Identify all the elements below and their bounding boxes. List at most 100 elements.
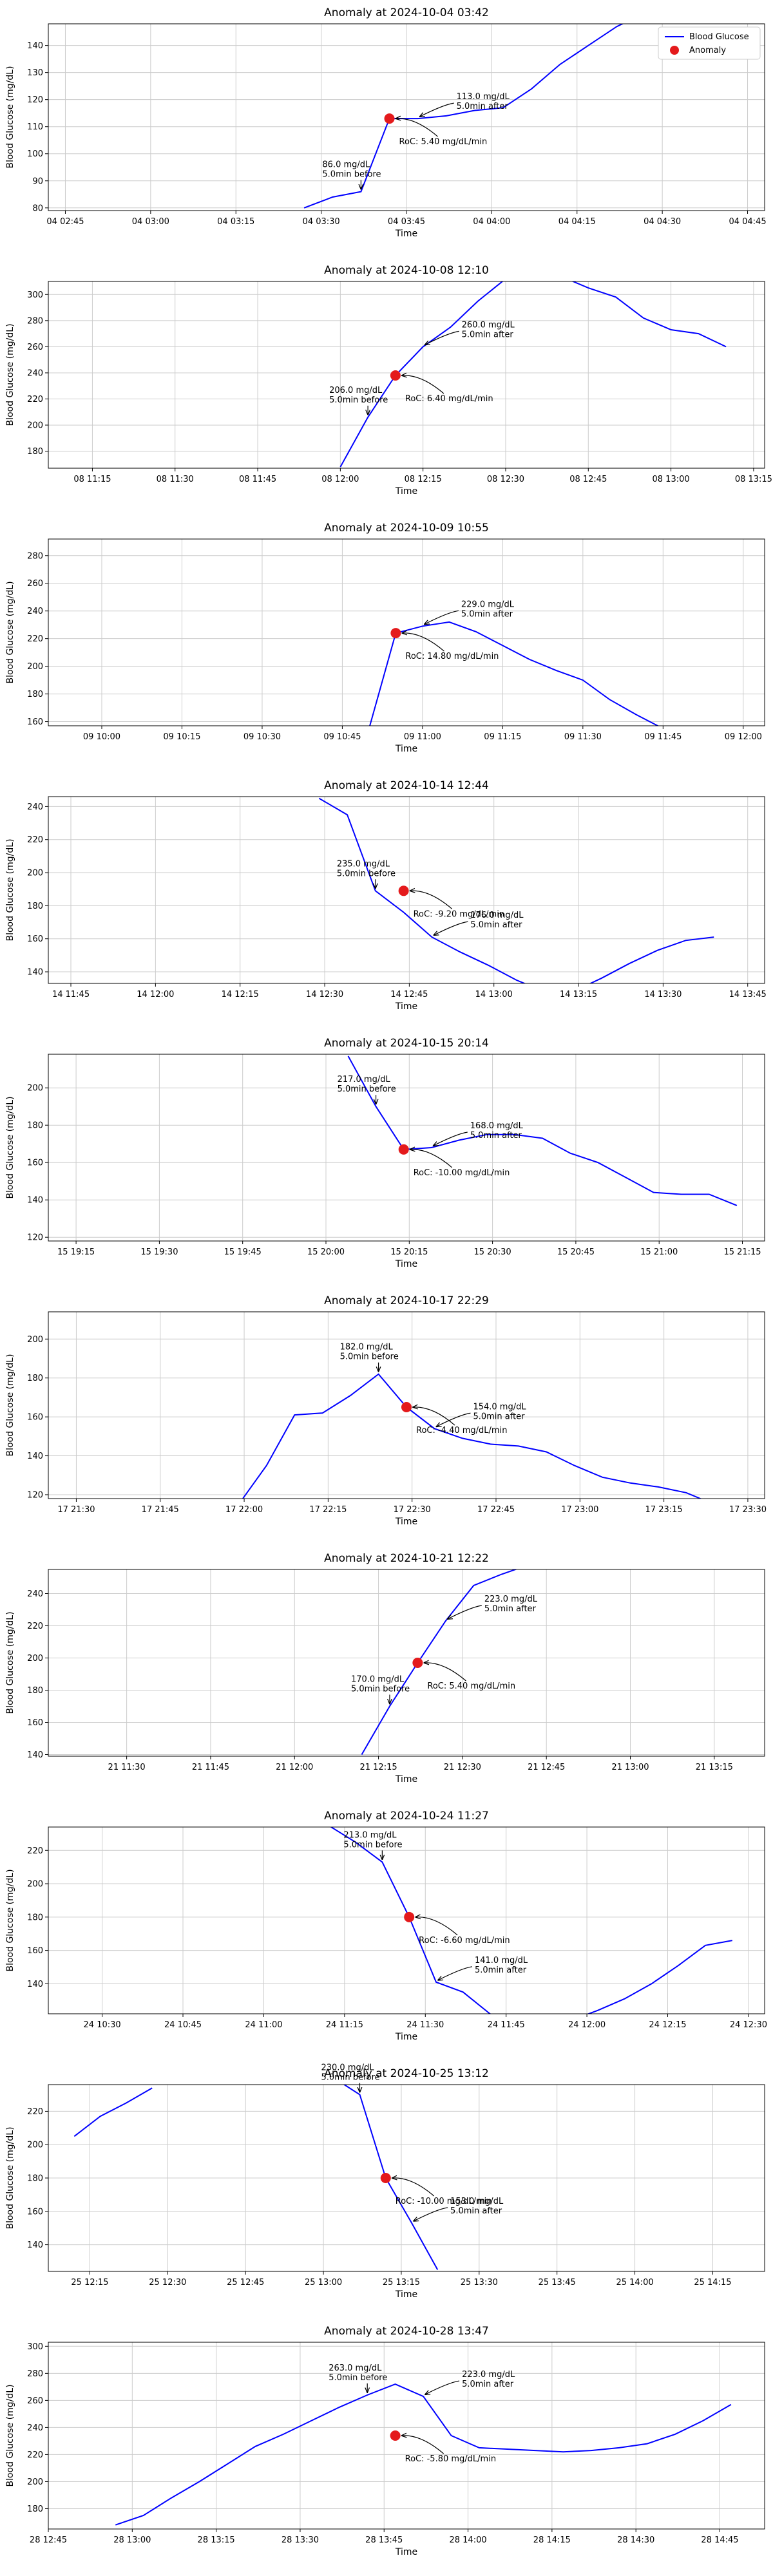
x-tick-label: 14 13:15: [560, 990, 597, 999]
roc-arrow: [415, 1917, 458, 1936]
after-annotation-text: 5.0min after: [470, 1131, 522, 1141]
chart-title: Anomaly at 2024-10-09 10:55: [324, 522, 489, 535]
y-tick-label: 300: [27, 2342, 43, 2352]
anomaly-chart: Anomaly at 2024-10-25 13:12 25 12:15 25 12…: [5, 2063, 765, 2300]
after-annotation-text: 5.0min after: [484, 1604, 537, 1614]
before-annotation: 206.0 mg/dL5.0min before: [329, 386, 388, 405]
x-tick-label: 09 10:30: [243, 732, 281, 742]
y-tick-label: 260: [27, 343, 43, 352]
grid: [48, 24, 765, 211]
x-tick-label: 08 11:15: [73, 475, 111, 484]
after-annotation-text: 168.0 mg/dL: [470, 1121, 524, 1131]
x-tick-label: 15 20:15: [390, 1247, 428, 1257]
anomaly-point: [401, 1402, 412, 1413]
y-tick-label: 200: [27, 421, 43, 431]
grid: [48, 2342, 765, 2529]
y-axis-label: Blood Glucose (mg/dL): [5, 1354, 15, 1456]
x-tick-label: 09 11:15: [484, 732, 521, 742]
plot-frame: [48, 2342, 765, 2530]
x-tick-label: 09 11:00: [404, 732, 441, 742]
x-tick-label: 17 22:15: [309, 1505, 347, 1515]
x-tick-label: 21 13:15: [696, 1763, 733, 1772]
grid: [48, 1312, 765, 1499]
y-tick-label: 120: [27, 1233, 43, 1243]
y-tick-label: 110: [27, 122, 43, 132]
anomaly-chart: Anomaly at 2024-10-15 20:14 15 19:15 15 19…: [5, 1037, 765, 1269]
anomaly-point: [390, 628, 401, 639]
x-tick-label: 25 13:30: [461, 2278, 498, 2287]
y-tick-label: 220: [27, 2450, 43, 2460]
grid: [48, 539, 765, 726]
y-tick-label: 180: [27, 1913, 43, 1922]
x-tick-label: 08 12:45: [569, 475, 607, 484]
x-tick-label: 08 13:15: [735, 475, 772, 484]
before-annotation-text: 230.0 mg/dL: [321, 2063, 374, 2073]
x-tick-label: 04 03:00: [132, 217, 169, 227]
before-annotation-text: 5.0min before: [340, 1352, 399, 1362]
before-annotation-text: 5.0min before: [337, 869, 396, 878]
x-tick-label: 25 12:15: [71, 2278, 108, 2287]
roc-annotation: RoC: -6.60 mg/dL/min: [419, 1936, 510, 1946]
x-tick-label: 25 12:45: [227, 2278, 264, 2287]
y-tick-label: 200: [27, 1654, 43, 1663]
roc-annotation-text: RoC: 5.40 mg/dL/min: [399, 137, 488, 147]
before-annotation: 213.0 mg/dL5.0min before: [343, 1830, 402, 1850]
glucose-line: [330, 1827, 732, 2014]
x-tick-label: 28 13:30: [282, 2535, 319, 2545]
after-annotation: 229.0 mg/dL5.0min after: [461, 600, 515, 619]
after-arrow: [434, 1132, 468, 1146]
x-tick-label: 25 13:00: [305, 2278, 342, 2287]
y-tick-label: 220: [27, 2107, 43, 2117]
x-tick-label: 24 10:45: [164, 2020, 202, 2030]
after-annotation-text: 5.0min after: [461, 609, 513, 619]
x-tick-label: 28 14:30: [617, 2535, 654, 2545]
y-tick-label: 180: [27, 1686, 43, 1696]
y-tick-label: 240: [27, 607, 43, 616]
glucose-line: [73, 2087, 153, 2137]
grid: [48, 1569, 765, 1756]
y-tick-label: 200: [27, 1335, 43, 1345]
anomaly-chart: Anomaly at 2024-10-21 12:22 21 11:30 21 11…: [5, 1552, 765, 1785]
x-axis-label: Time: [395, 1259, 417, 1269]
before-annotation-text: 5.0min before: [351, 1685, 410, 1694]
y-tick-label: 200: [27, 1084, 43, 1094]
plot-frame: [48, 281, 765, 469]
x-tick-label: 21 12:45: [528, 1763, 565, 1772]
x-tick-label: 24 12:15: [649, 2020, 686, 2030]
after-annotation: 176.0 mg/dL5.0min after: [470, 911, 524, 930]
before-annotation: 217.0 mg/dL5.0min before: [338, 1075, 396, 1094]
before-annotation-text: 170.0 mg/dL: [351, 1675, 405, 1685]
y-tick-label: 130: [27, 68, 43, 78]
anomaly-point: [390, 370, 401, 381]
before-annotation: 86.0 mg/dL5.0min before: [322, 160, 381, 180]
x-tick-label: 28 12:45: [30, 2535, 67, 2545]
roc-annotation: RoC: 6.40 mg/dL/min: [405, 394, 493, 404]
glucose-line: [303, 24, 624, 209]
y-tick-label: 240: [27, 368, 43, 378]
glucose-line: [347, 1056, 738, 1206]
grid: [48, 2085, 765, 2271]
x-tick-label: 14 12:15: [222, 990, 259, 999]
anomaly-chart: Anomaly at 2024-10-08 12:10 08 11:15 08 11…: [5, 264, 772, 497]
after-annotation-text: 113.0 mg/dL: [457, 92, 510, 102]
y-axis-label: Blood Glucose (mg/dL): [5, 838, 15, 941]
after-annotation: 113.0 mg/dL5.0min after: [457, 92, 510, 111]
y-axis-label: Blood Glucose (mg/dL): [5, 581, 15, 683]
chart-title: Anomaly at 2024-10-04 03:42: [324, 6, 489, 19]
y-tick-label: 80: [32, 204, 43, 213]
x-tick-label: 21 13:00: [611, 1763, 649, 1772]
y-tick-label: 200: [27, 1880, 43, 1889]
x-tick-label: 21 11:30: [108, 1763, 146, 1772]
y-tick-label: 240: [27, 2423, 43, 2433]
anomaly-point: [380, 2173, 391, 2183]
x-tick-label: 09 10:15: [163, 732, 200, 742]
after-annotation-text: 229.0 mg/dL: [461, 600, 515, 609]
anomaly-point: [398, 1144, 409, 1155]
roc-annotation: RoC: -9.20 mg/dL/min: [414, 909, 504, 919]
y-tick-label: 220: [27, 1846, 43, 1856]
y-tick-label: 160: [27, 1159, 43, 1168]
roc-annotation: RoC: -10.00 mg/dL/min: [396, 2197, 492, 2206]
roc-annotation: RoC: 14.80 mg/dL/min: [405, 652, 499, 661]
y-tick-label: 140: [27, 1196, 43, 1206]
roc-arrow: [392, 2178, 435, 2197]
